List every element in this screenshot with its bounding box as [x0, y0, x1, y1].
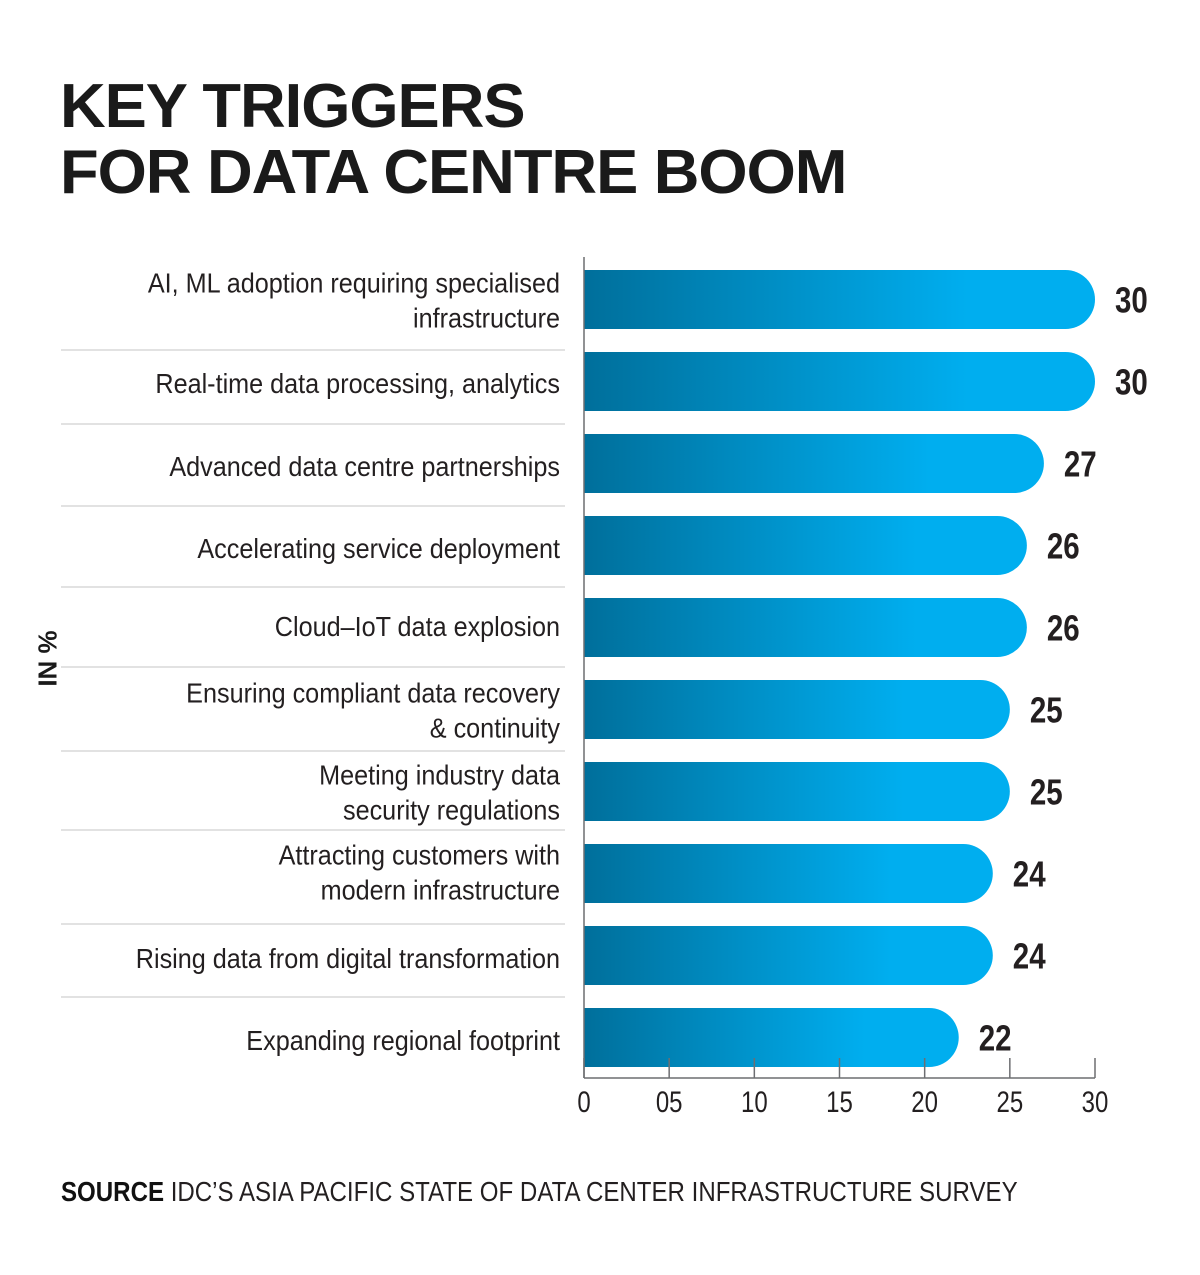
category-label-line: Meeting industry data	[319, 759, 560, 791]
x-tick-label: 05	[656, 1084, 683, 1118]
value-label: 30	[1115, 362, 1148, 402]
bar	[584, 270, 1095, 329]
source-text: IDC’S ASIA PACIFIC STATE OF DATA CENTER …	[170, 1176, 1018, 1207]
bar	[584, 352, 1095, 411]
value-label: 26	[1047, 526, 1080, 566]
chart-title-line-1: KEY TRIGGERS	[60, 72, 526, 141]
value-label: 24	[1013, 936, 1046, 976]
category-label-line: Real-time data processing, analytics	[155, 368, 560, 400]
bar	[584, 926, 993, 985]
category-label-line: AI, ML adoption requiring specialised	[148, 267, 560, 299]
bar	[584, 1008, 959, 1067]
category-label-line: infrastructure	[413, 302, 560, 334]
category-label-line: Rising data from digital transformation	[136, 943, 560, 975]
category-label: Rising data from digital transformation	[136, 943, 560, 975]
value-label: 30	[1115, 280, 1148, 320]
category-label: Expanding regional footprint	[246, 1025, 560, 1057]
category-label-line: Advanced data centre partnerships	[169, 451, 560, 483]
bar	[584, 844, 993, 903]
value-label: 26	[1047, 608, 1080, 648]
category-label-line: Ensuring compliant data recovery	[186, 677, 560, 709]
chart-title: KEY TRIGGERS FOR DATA CENTRE BOOM	[60, 72, 847, 207]
value-labels: 30 30 27 26 26 25 25 24 24 22	[979, 280, 1148, 1058]
category-label-line: & continuity	[430, 712, 561, 744]
row-dividers	[61, 349, 565, 998]
value-label: 25	[1030, 772, 1063, 812]
bar	[584, 434, 1044, 493]
x-tick-label: 10	[741, 1084, 768, 1118]
y-axis-unit-label: IN %	[32, 630, 63, 687]
category-label: Advanced data centre partnerships	[169, 451, 560, 483]
category-label-line: Expanding regional footprint	[246, 1025, 560, 1057]
category-label-line: Attracting customers with	[279, 839, 560, 871]
source-note: SOURCE IDC’S ASIA PACIFIC STATE OF DATA …	[61, 1176, 1018, 1208]
bar	[584, 680, 1010, 739]
value-label: 27	[1064, 444, 1097, 484]
category-label-line: Cloud–IoT data explosion	[275, 611, 560, 643]
category-label: Accelerating service deployment	[197, 533, 560, 565]
value-label: 22	[979, 1018, 1012, 1058]
value-label: 24	[1013, 854, 1046, 894]
value-label: 25	[1030, 690, 1063, 730]
x-tick-label: 20	[911, 1084, 938, 1118]
chart-title-line-2: FOR DATA CENTRE BOOM	[60, 138, 847, 207]
x-tick-label: 15	[826, 1084, 853, 1118]
category-label-line: Accelerating service deployment	[197, 533, 560, 565]
bars	[584, 270, 1095, 1067]
category-labels: AI, ML adoption requiring specialised inf…	[136, 267, 561, 1056]
bar	[584, 762, 1010, 821]
bar	[584, 516, 1027, 575]
category-label: Cloud–IoT data explosion	[275, 611, 560, 643]
x-tick-label: 0	[577, 1084, 590, 1118]
category-label: Meeting industry data security regulation…	[319, 759, 560, 826]
category-label: Ensuring compliant data recovery & contin…	[186, 677, 560, 744]
x-tick-label: 25	[996, 1084, 1023, 1118]
category-label: Attracting customers with modern infrastr…	[279, 839, 560, 906]
source-prefix: SOURCE	[61, 1176, 165, 1207]
bar	[584, 598, 1027, 657]
category-label-line: modern infrastructure	[321, 874, 560, 906]
category-label: AI, ML adoption requiring specialised inf…	[148, 267, 560, 334]
category-label-line: security regulations	[343, 794, 560, 826]
category-label: Real-time data processing, analytics	[155, 368, 560, 400]
x-tick-label: 30	[1082, 1084, 1109, 1118]
x-axis: 0 05 10 15 20 25 30	[577, 257, 1108, 1119]
